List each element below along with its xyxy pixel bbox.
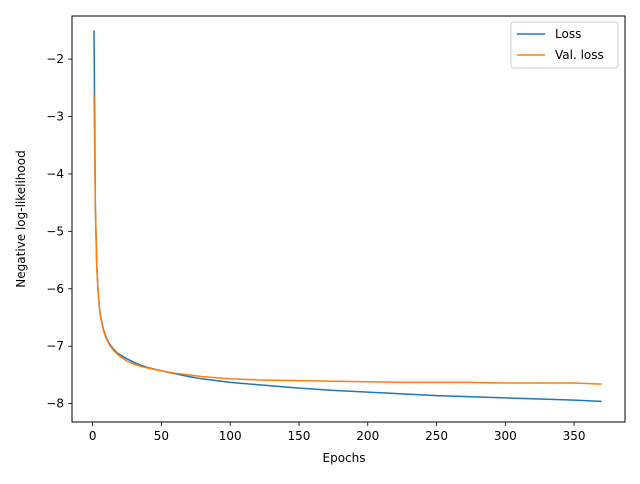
series-layer — [93, 30, 602, 403]
x-tick-label: 50 — [154, 429, 169, 443]
x-tick-label: 150 — [288, 429, 311, 443]
x-axis: 0 50 100 150 200 250 300 350 — [89, 422, 586, 443]
x-tick-label: 100 — [219, 429, 242, 443]
y-tick-label: −7 — [46, 339, 64, 353]
x-tick-label: 0 — [89, 429, 97, 443]
x-tick-label: 200 — [356, 429, 379, 443]
y-axis-label: Negative log-likelihood — [14, 150, 28, 287]
y-tick-label: −5 — [46, 224, 64, 238]
plot-frame — [71, 15, 626, 423]
y-tick-label: −2 — [46, 52, 64, 66]
y-tick-label: −6 — [46, 282, 64, 296]
x-tick-label: 350 — [563, 429, 586, 443]
x-axis-label: Epochs — [323, 451, 366, 465]
series-line-val-loss — [93, 94, 602, 385]
y-tick-label: −8 — [46, 397, 64, 411]
legend-label: Val. loss — [555, 48, 604, 62]
y-axis: −8 −7 −6 −5 −4 −3 −2 — [46, 52, 72, 411]
y-tick-label: −4 — [46, 167, 64, 181]
legend: Loss Val. loss — [510, 21, 619, 69]
x-tick-label: 250 — [425, 429, 448, 443]
legend-label: Loss — [555, 27, 581, 41]
y-tick-label: −3 — [46, 109, 64, 123]
x-tick-label: 300 — [494, 429, 517, 443]
